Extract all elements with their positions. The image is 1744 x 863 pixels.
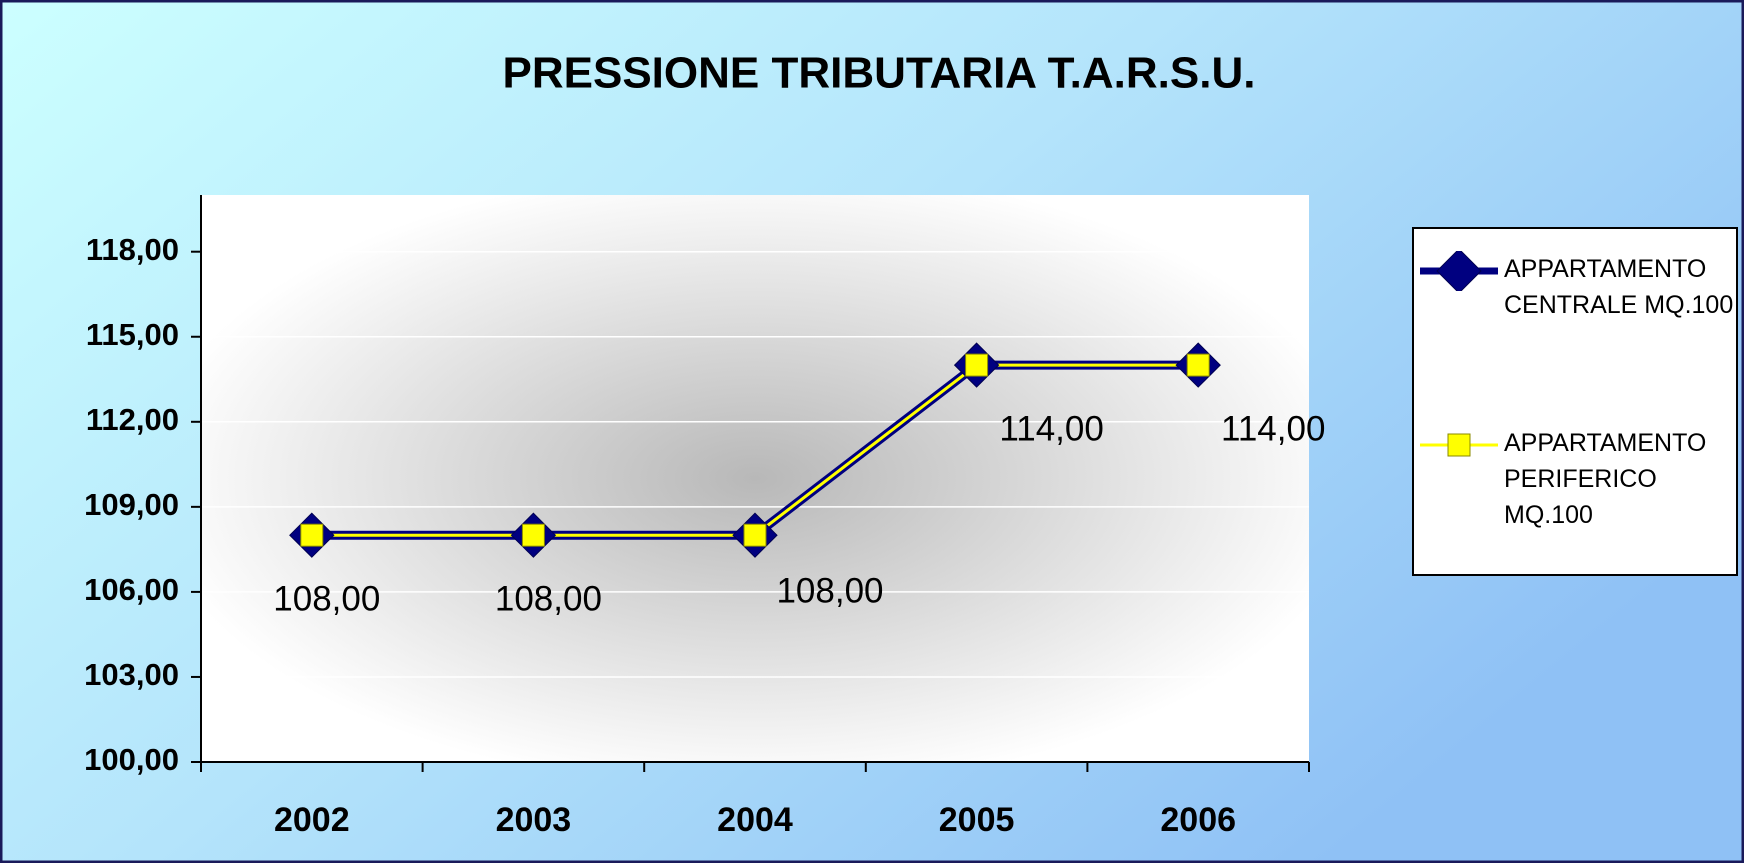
legend: APPARTAMENTO CENTRALE MQ.100 APPARTAMENTO… [1412,227,1738,576]
y-tick-label: 115,00 [86,317,179,352]
y-tick-label: 118,00 [86,232,179,267]
data-label: 108,00 [273,579,380,618]
data-label: 108,00 [495,579,602,618]
marker [1186,353,1210,377]
data-label: 114,00 [1221,409,1325,448]
marker [521,523,545,547]
y-tick-label: 106,00 [84,572,179,607]
chart-title: PRESSIONE TRIBUTARIA T.A.R.S.U. [503,49,1256,98]
marker [965,353,989,377]
y-tick-label: 103,00 [84,657,179,692]
data-label: 114,00 [999,409,1103,448]
legend-swatch [1420,251,1498,291]
x-tick-label: 2004 [717,801,793,839]
legend-item: APPARTAMENTO PERIFERICO MQ.100 [1414,425,1736,545]
data-label: 108,00 [776,571,883,610]
y-tick-label: 112,00 [86,402,179,437]
marker [1436,251,1482,291]
marker [300,523,324,547]
x-tick-label: 2002 [274,801,350,839]
marker [1447,433,1471,457]
legend-label: APPARTAMENTO PERIFERICO MQ.100 [1504,429,1707,529]
x-tick-label: 2006 [1160,801,1236,839]
legend-label: APPARTAMENTO CENTRALE MQ.100 [1504,255,1734,319]
legend-item: APPARTAMENTO CENTRALE MQ.100 [1414,251,1736,371]
marker [743,523,767,547]
y-tick-label: 100,00 [84,742,179,777]
x-tick-label: 2005 [939,801,1015,839]
plot-area [201,195,1309,762]
legend-swatch [1420,433,1498,457]
y-tick-label: 109,00 [84,487,179,522]
x-tick-label: 2003 [496,801,572,839]
